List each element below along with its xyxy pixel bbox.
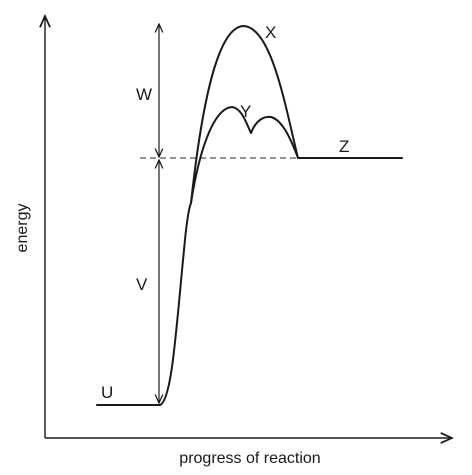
- x-axis-label: progress of reaction: [179, 450, 320, 467]
- label-z: Z: [339, 137, 349, 156]
- y-axis-label: energy: [14, 204, 31, 253]
- label-w: W: [136, 85, 152, 104]
- rising-curve-segment: [159, 202, 192, 406]
- label-u: U: [101, 383, 113, 402]
- label-y: Y: [240, 102, 251, 121]
- label-x: X: [265, 23, 276, 42]
- label-v: V: [136, 275, 148, 294]
- curve-y-catalysed: [190, 106, 299, 204]
- curve-x-uncatalysed: [190, 25, 299, 204]
